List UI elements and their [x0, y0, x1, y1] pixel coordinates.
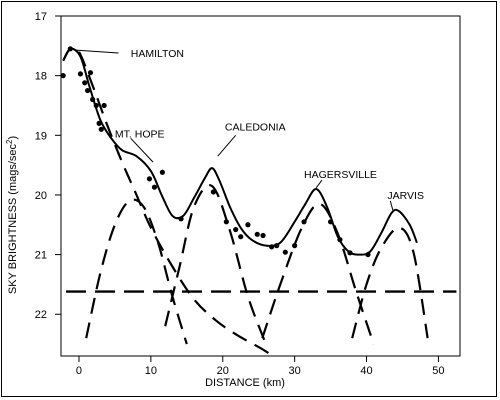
x-tick-label: 10: [145, 365, 157, 377]
data-point: [96, 120, 102, 126]
annotation-leader-hagersville: [315, 179, 323, 189]
y-axis-label: SKY BRIGHTNESS (mags/sec2): [5, 136, 19, 294]
y-axis-ticks: 17 18 19 20 21 22: [35, 11, 61, 321]
data-point: [245, 222, 251, 228]
annotations: HAMILTON MT. HOPE CALEDONIA HAGERSVILLE JARV…: [73, 48, 424, 212]
data-point: [77, 71, 84, 77]
y-tick-label: 18: [35, 71, 47, 83]
data-point: [151, 184, 158, 190]
data-point: [82, 80, 88, 86]
x-axis-label: DISTANCE (km): [205, 377, 285, 389]
data-point: [238, 234, 244, 240]
annotation-leader-mt-hope: [130, 137, 154, 163]
y-tick-label: 17: [35, 11, 47, 23]
data-point: [159, 169, 165, 175]
data-point: [254, 231, 260, 237]
x-tick-label: 0: [76, 365, 82, 377]
data-point: [93, 102, 99, 109]
x-axis-ticks: 0 10 20 30 40 50: [76, 356, 445, 377]
data-point: [67, 46, 73, 52]
annotation-label-hagersville: HAGERSVILLE: [304, 169, 377, 181]
x-tick-label: 30: [289, 365, 301, 377]
data-point: [282, 249, 288, 255]
plot-border: [60, 15, 461, 357]
component-curve-jarvis: [351, 226, 429, 339]
y-axis-label-close: ): [7, 136, 19, 140]
data-point: [178, 216, 184, 222]
total-curve: [62, 47, 418, 256]
total-model-curve: [62, 47, 418, 256]
annotation-label-mt-hope: MT. HOPE: [115, 129, 165, 141]
data-point: [101, 102, 107, 109]
data-point: [347, 250, 353, 256]
plot-area: [60, 15, 461, 357]
data-point: [269, 244, 275, 250]
x-tick-label: 50: [432, 365, 444, 377]
data-point: [210, 189, 217, 195]
data-point: [87, 70, 94, 76]
component-curve-hagersville: [261, 202, 375, 345]
data-point: [85, 87, 91, 94]
y-tick-label: 20: [35, 190, 47, 202]
data-point: [98, 126, 104, 132]
data-point: [60, 73, 66, 79]
data-point: [292, 243, 298, 249]
annotation-leader-caledonia: [217, 134, 237, 157]
y-tick-label: 21: [35, 250, 47, 262]
x-tick-label: 20: [217, 365, 229, 377]
data-point: [274, 243, 280, 249]
data-point: [260, 232, 266, 239]
component-curve-caledonia: [164, 184, 267, 345]
y-axis-label-main: SKY BRIGHTNESS (mags/sec: [7, 143, 19, 294]
data-point: [337, 237, 343, 243]
observed-points: [60, 46, 371, 258]
annotation-label-caledonia: CALEDONIA: [225, 121, 286, 133]
x-tick-label: 40: [360, 365, 372, 377]
data-point: [90, 96, 96, 103]
data-point: [301, 219, 307, 225]
data-point: [327, 219, 334, 225]
y-axis-label-superscript: 2: [5, 139, 14, 144]
component-curve-hamilton: [62, 46, 274, 357]
component-curve-mt-hope: [85, 198, 188, 345]
annotation-label-jarvis: JARVIS: [387, 190, 424, 202]
data-point: [223, 219, 229, 225]
annotation-label-hamilton: HAMILTON: [131, 48, 184, 60]
data-point: [146, 176, 153, 182]
y-tick-label: 19: [35, 130, 47, 142]
annotation-leader-hamilton: [73, 49, 119, 54]
y-tick-label: 22: [35, 309, 47, 321]
annotation-leader-jarvis: [389, 200, 394, 212]
data-point: [233, 226, 239, 233]
data-point: [365, 251, 371, 258]
component-curves: [62, 46, 429, 357]
